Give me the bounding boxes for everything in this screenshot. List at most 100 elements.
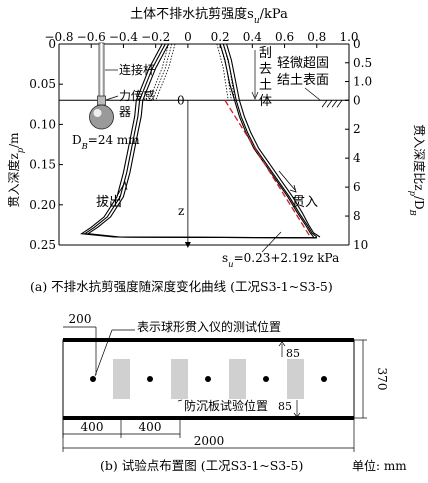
y-label-left: 贯入深度zp/m	[6, 132, 25, 208]
fit-label: su=0.23+2.19z kPa	[222, 251, 339, 269]
dim-400-b: 400	[139, 420, 162, 434]
x-tick-label: −0.4	[109, 30, 139, 44]
plate-position	[113, 359, 130, 399]
label-plate-position: 防沉板试验位置	[184, 398, 268, 413]
leader-fit	[261, 231, 282, 253]
soil-hatch	[321, 100, 328, 108]
y-tick-label-right: 0	[353, 93, 361, 107]
label-surface-2: 结土表面	[277, 73, 329, 88]
y-tick-label-left: 0.05	[29, 77, 56, 91]
chart-title: 土体不排水抗剪强度su/kPa	[130, 6, 288, 26]
unit-label: 单位: mm	[352, 458, 407, 473]
y-tick-label-left: 0.10	[29, 117, 56, 131]
y-tick-label-right: 2	[353, 122, 361, 136]
dim-85-top: 85	[286, 347, 300, 360]
tank-outline	[62, 339, 355, 419]
x-tick-label: −0.6	[77, 30, 106, 44]
series-dotted-5	[148, 43, 169, 101]
series-line-4	[83, 43, 317, 239]
ball-highlight	[93, 109, 102, 117]
shear-strength-chart: −0.8 −0.6 −0.4 −0.2 0 0.2 0.4 0.6 0.8 1.000.050.1…	[6, 6, 427, 269]
arrow-penetrate	[289, 184, 297, 193]
dim-2000: 2000	[194, 434, 225, 448]
y-tick-label-left: 0.25	[29, 238, 56, 252]
series-group	[80, 43, 321, 239]
layout-group: 200 表示球形贯入仪的测试位置 85 防沉板试验位置 85 370 400 400 2000 (…	[62, 312, 407, 473]
x-tick-label: 0.8	[307, 30, 326, 44]
plate-position	[171, 359, 188, 399]
label-scrape-char: 体	[259, 94, 272, 109]
series-dotted-4	[152, 43, 173, 101]
x-tick-label: 0.2	[211, 30, 230, 44]
dim-85-bottom: 85	[278, 400, 292, 413]
leader-plate	[177, 399, 183, 402]
y-tick-label-left: 0	[48, 37, 56, 51]
series-line-5	[80, 43, 317, 239]
test-point	[90, 376, 96, 382]
chart-axes: −0.8 −0.6 −0.4 −0.2 0 0.2 0.4 0.6 0.8 1.000.050.1…	[29, 30, 372, 252]
label-diameter: DB=24 mm	[72, 133, 140, 151]
dim-400-a: 400	[81, 420, 104, 434]
label-force-sensor-1: 力传感	[119, 88, 155, 103]
tank-wall-top	[63, 338, 354, 342]
x-tick-label: −0.2	[141, 30, 170, 44]
series-line-2	[226, 43, 321, 238]
tank-wall-bottom	[63, 416, 354, 420]
plate-position	[229, 359, 246, 399]
label-scrape-char: 去	[259, 62, 272, 77]
arrow-pullout	[121, 180, 128, 191]
leader-sensor	[105, 95, 119, 101]
soil-hatch	[336, 100, 343, 108]
x-tick-label: 0.6	[275, 30, 294, 44]
leader-surface	[304, 87, 321, 101]
test-point	[205, 376, 211, 382]
dim-370: 370	[375, 368, 389, 391]
x-tick-label: 1.0	[339, 30, 358, 44]
test-point	[147, 376, 153, 382]
label-scrape-char: 土	[259, 78, 272, 93]
ground-zero-label: 0	[177, 93, 185, 107]
caption-b: (b) 试验点布置图 (工况S3-1~S3-5)	[100, 458, 303, 473]
y-tick-label-left: 0.15	[29, 158, 56, 172]
soil-hatch	[331, 100, 338, 108]
y-tick-label-right-top: 0.5	[353, 56, 372, 70]
caption-a: (a) 不排水抗剪强度随深度变化曲线 (工况S3-1~S3-5)	[30, 279, 333, 294]
x-tick-label: 0	[184, 30, 192, 44]
y-tick-label-right: 4	[353, 151, 361, 165]
label-surface-1: 轻微超固	[277, 56, 329, 71]
series-line-3	[86, 43, 317, 239]
y-tick-label-right-top: 0	[353, 37, 361, 51]
series-dotted-3	[155, 43, 176, 101]
series-dotted-0	[216, 43, 229, 101]
dim-85-top-arrow	[278, 341, 286, 347]
test-point	[321, 376, 327, 382]
x-tick-label: 0.4	[243, 30, 262, 44]
force-sensor	[97, 95, 106, 106]
y-tick-label-left: 0.20	[29, 198, 56, 212]
series-dotted-1	[219, 43, 232, 101]
leader-test	[94, 329, 113, 377]
ball-probe	[89, 104, 114, 130]
dim-85-bottom-arrow	[293, 412, 301, 418]
series-dotted-2	[222, 43, 235, 101]
y-label-right: 贯入深度比zp/DB	[408, 124, 427, 216]
y-tick-label-right-top: 1.0	[353, 75, 372, 89]
soil-hatch	[326, 100, 333, 108]
y-tick-label-right: 8	[353, 209, 361, 223]
y-tick-label-right: 6	[353, 180, 361, 194]
dim-200: 200	[69, 312, 92, 326]
chart-labels: 土体不排水抗剪强度su/kPa 贯入深度zp/m 贯入深度比zp/DB 连接杆力传感器…	[6, 6, 427, 269]
plate-position	[287, 359, 304, 399]
label-test-position: 表示球形贯入仪的测试位置	[137, 319, 281, 334]
label-z: z	[178, 204, 184, 218]
ball-penetrometer-diagram	[89, 42, 114, 130]
series-line-1	[222, 43, 318, 238]
test-point	[263, 376, 269, 382]
label-scrape-char: 刮	[259, 46, 272, 61]
label-pullout: 拔出	[96, 195, 122, 210]
leader-penetrate	[278, 170, 296, 191]
y-tick-label-right: 10	[353, 238, 368, 252]
leader-pullout	[116, 183, 125, 197]
label-penetrate: 贯入	[292, 195, 318, 210]
label-force-sensor-2: 器	[119, 105, 131, 119]
